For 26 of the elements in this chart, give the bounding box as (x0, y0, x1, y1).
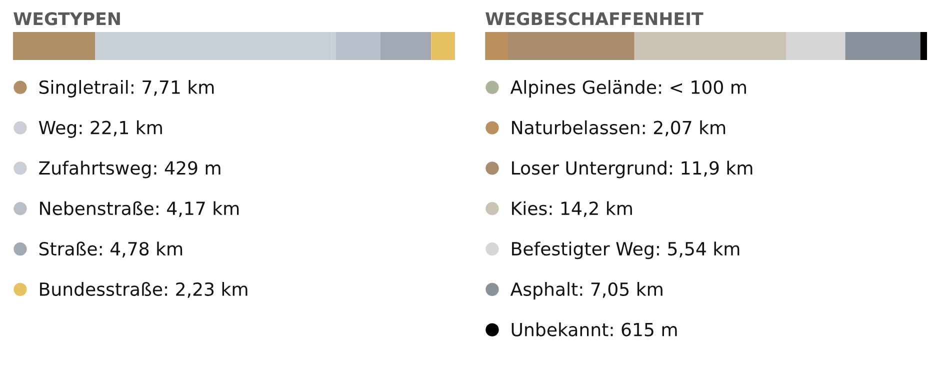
chart-title: WEGTYPEN (14, 12, 120, 26)
legend-label: Alpines Gelände: < 100 m (510, 80, 746, 98)
legend-label: Bundesstraße: 2,23 km (40, 282, 248, 298)
legend-label: Loser Untergrund: 11,9 km (512, 160, 752, 178)
bar (95, 32, 332, 60)
bar (786, 32, 846, 60)
legend-label: Unbekannt: 615 m (512, 322, 677, 336)
legend-label: Kies: 14,2 km (512, 201, 632, 218)
bar (485, 32, 508, 60)
bar (634, 32, 786, 60)
bar (845, 32, 920, 60)
legend-label: Nebenstraße: 4,17 km (40, 201, 239, 218)
legend-label: Naturbelassen: 2,07 km (512, 120, 726, 136)
legend-label: Zufahrtsweg: 429 m (39, 160, 220, 178)
legend-label: Singletrail: 7,71 km (39, 80, 214, 98)
bar (920, 32, 927, 60)
bar (508, 32, 634, 60)
bar (336, 32, 380, 60)
legend-label: Straße: 4,78 km (39, 242, 182, 258)
bar (380, 32, 432, 60)
legend-label: Asphalt: 7,05 km (510, 282, 662, 300)
bar (431, 32, 455, 60)
legend-label: Weg: 22,1 km (38, 120, 162, 138)
bar (13, 32, 96, 60)
chart-title: WEGBESCHAFFENHEIT (486, 12, 704, 26)
legend-label: Befestigter Weg: 5,54 km (512, 242, 740, 260)
